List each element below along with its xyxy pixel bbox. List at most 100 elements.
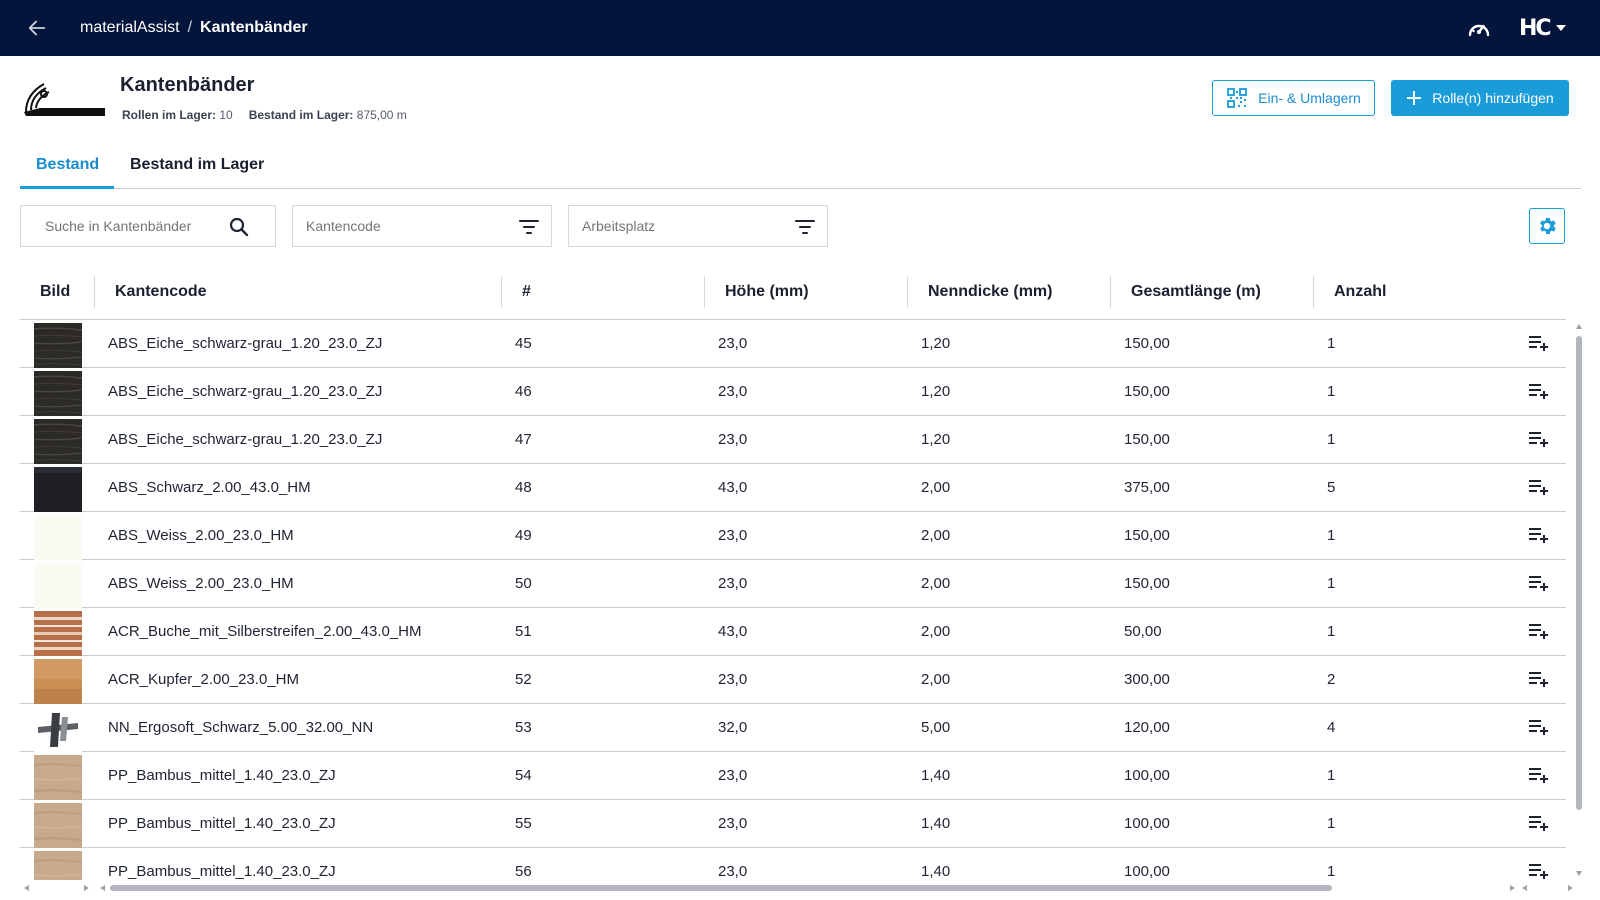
cell-hoehe: 23,0 (718, 767, 748, 784)
scroll-right-arrow[interactable] (1510, 885, 1515, 891)
table-row[interactable]: ABS_Eiche_schwarz-grau_1.20_23.0_ZJ 45 2… (20, 320, 1566, 368)
swatch-bamboo (34, 851, 82, 880)
gauge-icon[interactable] (1467, 18, 1491, 40)
search-input[interactable] (45, 218, 225, 234)
scroll-up-arrow[interactable] (1576, 324, 1582, 329)
cell-hoehe: 23,0 (718, 431, 748, 448)
cell-number: 52 (515, 671, 532, 688)
cell-number: 48 (515, 479, 532, 496)
table-row[interactable]: NN_Ergosoft_Schwarz_5.00_32.00_NN 53 32,… (20, 704, 1566, 752)
column-header-nenndicke[interactable]: Nenndicke (mm) (907, 276, 1052, 308)
cell-gesamtlaenge: 100,00 (1124, 863, 1170, 880)
cell-number: 51 (515, 623, 532, 640)
add-to-list-icon[interactable] (1528, 622, 1550, 640)
scroll-down-arrow[interactable] (1576, 871, 1582, 876)
add-to-list-icon[interactable] (1528, 382, 1550, 400)
horizontal-scrollbar[interactable] (20, 884, 1575, 892)
cell-gesamtlaenge: 150,00 (1124, 335, 1170, 352)
table-row[interactable]: ACR_Kupfer_2.00_23.0_HM 52 23,0 2,00 300… (20, 656, 1566, 704)
table-settings-button[interactable] (1529, 208, 1565, 244)
cell-nenndicke: 2,00 (921, 671, 951, 688)
arbeitsplatz-filter[interactable] (568, 205, 828, 247)
cell-anzahl: 1 (1327, 815, 1336, 832)
table-row[interactable]: ACR_Buche_mit_Silberstreifen_2.00_43.0_H… (20, 608, 1566, 656)
cell-kantencode: ABS_Weiss_2.00_23.0_HM (108, 527, 294, 544)
cell-gesamtlaenge: 150,00 (1124, 527, 1170, 544)
vertical-scroll-thumb[interactable] (1576, 336, 1582, 810)
swatch-black (34, 467, 82, 512)
cell-nenndicke: 5,00 (921, 719, 951, 736)
kantencode-filter[interactable] (292, 205, 552, 247)
cell-hoehe: 23,0 (718, 335, 748, 352)
column-header-kantencode[interactable]: Kantencode (94, 276, 207, 308)
column-header-anzahl[interactable]: Anzahl (1313, 276, 1386, 308)
scroll-left-arrow[interactable] (24, 885, 29, 891)
tab-bestand-im-lager[interactable]: Bestand im Lager (130, 156, 265, 173)
scroll-right-arrow[interactable] (1568, 885, 1573, 891)
swatch-dark-wood (34, 419, 82, 464)
arbeitsplatz-filter-input[interactable] (582, 218, 772, 234)
table-body: ABS_Eiche_schwarz-grau_1.20_23.0_ZJ 45 2… (20, 320, 1566, 880)
cell-kantencode: ABS_Eiche_schwarz-grau_1.20_23.0_ZJ (108, 431, 383, 448)
plus-icon (1407, 91, 1422, 105)
table-row[interactable]: ABS_Eiche_schwarz-grau_1.20_23.0_ZJ 46 2… (20, 368, 1566, 416)
cell-number: 49 (515, 527, 532, 544)
add-roll-button[interactable]: Rolle(n) hinzufügen (1391, 80, 1569, 116)
column-header-hoehe[interactable]: Höhe (mm) (704, 276, 809, 308)
cell-kantencode: ABS_Eiche_schwarz-grau_1.20_23.0_ZJ (108, 383, 383, 400)
cell-nenndicke: 2,00 (921, 575, 951, 592)
breadcrumb: materialAssist / Kantenbänder (80, 19, 308, 37)
cell-gesamtlaenge: 150,00 (1124, 431, 1170, 448)
account-menu[interactable]: HC (1519, 15, 1566, 41)
tab-bestand[interactable]: Bestand (20, 156, 114, 189)
column-header-gesamtlaenge[interactable]: Gesamtlänge (m) (1110, 276, 1261, 308)
column-header-bild[interactable]: Bild (40, 283, 71, 300)
add-to-list-icon[interactable] (1528, 478, 1550, 496)
cell-nenndicke: 2,00 (921, 479, 951, 496)
add-to-list-icon[interactable] (1528, 862, 1550, 880)
kantencode-filter-input[interactable] (306, 218, 496, 234)
add-to-list-icon[interactable] (1528, 766, 1550, 784)
scroll-left-arrow[interactable] (100, 885, 105, 891)
edge-band-roll-icon (24, 83, 105, 116)
scroll-right-arrow[interactable] (84, 885, 89, 891)
cell-hoehe: 32,0 (718, 719, 748, 736)
stock-summary: Rollen im Lager: 10 Bestand im Lager: 87… (122, 108, 407, 122)
relocate-button-label: Ein- & Umlagern (1258, 90, 1361, 106)
table-row[interactable]: PP_Bambus_mittel_1.40_23.0_ZJ 56 23,0 1,… (20, 848, 1566, 880)
table-row[interactable]: ABS_Weiss_2.00_23.0_HM 50 23,0 2,00 150,… (20, 560, 1566, 608)
add-to-list-icon[interactable] (1528, 670, 1550, 688)
cell-nenndicke: 1,40 (921, 863, 951, 880)
vertical-scrollbar[interactable] (1575, 322, 1583, 876)
add-to-list-icon[interactable] (1528, 814, 1550, 832)
table-row[interactable]: ABS_Weiss_2.00_23.0_HM 49 23,0 2,00 150,… (20, 512, 1566, 560)
breadcrumb-app-link[interactable]: materialAssist (80, 19, 180, 36)
table-row[interactable]: PP_Bambus_mittel_1.40_23.0_ZJ 54 23,0 1,… (20, 752, 1566, 800)
stock-stat: Bestand im Lager: 875,00 m (249, 108, 407, 122)
table-row[interactable]: ABS_Eiche_schwarz-grau_1.20_23.0_ZJ 47 2… (20, 416, 1566, 464)
relocate-button[interactable]: Ein- & Umlagern (1212, 80, 1375, 116)
scroll-left-arrow[interactable] (1522, 885, 1527, 891)
cell-anzahl: 4 (1327, 719, 1336, 736)
search-icon[interactable] (229, 217, 249, 237)
add-to-list-icon[interactable] (1528, 574, 1550, 592)
swatch-beech-stripes (34, 611, 82, 656)
cell-kantencode: ACR_Kupfer_2.00_23.0_HM (108, 671, 299, 688)
cell-kantencode: ABS_Eiche_schwarz-grau_1.20_23.0_ZJ (108, 335, 383, 352)
cell-kantencode: PP_Bambus_mittel_1.40_23.0_ZJ (108, 863, 336, 880)
table-row[interactable]: ABS_Schwarz_2.00_43.0_HM 48 43,0 2,00 37… (20, 464, 1566, 512)
cell-number: 54 (515, 767, 532, 784)
table-row[interactable]: PP_Bambus_mittel_1.40_23.0_ZJ 55 23,0 1,… (20, 800, 1566, 848)
table-header: Bild Kantencode # Höhe (mm) Nenndicke (m… (20, 276, 1566, 320)
add-to-list-icon[interactable] (1528, 334, 1550, 352)
rolls-stat: Rollen im Lager: 10 (122, 108, 233, 122)
cell-kantencode: ABS_Schwarz_2.00_43.0_HM (108, 479, 311, 496)
column-header-number[interactable]: # (501, 276, 531, 308)
add-to-list-icon[interactable] (1528, 526, 1550, 544)
add-to-list-icon[interactable] (1528, 718, 1550, 736)
cell-number: 47 (515, 431, 532, 448)
horizontal-scroll-thumb[interactable] (110, 885, 1332, 891)
cell-gesamtlaenge: 50,00 (1124, 623, 1162, 640)
add-to-list-icon[interactable] (1528, 430, 1550, 448)
back-arrow-icon[interactable] (26, 17, 48, 39)
